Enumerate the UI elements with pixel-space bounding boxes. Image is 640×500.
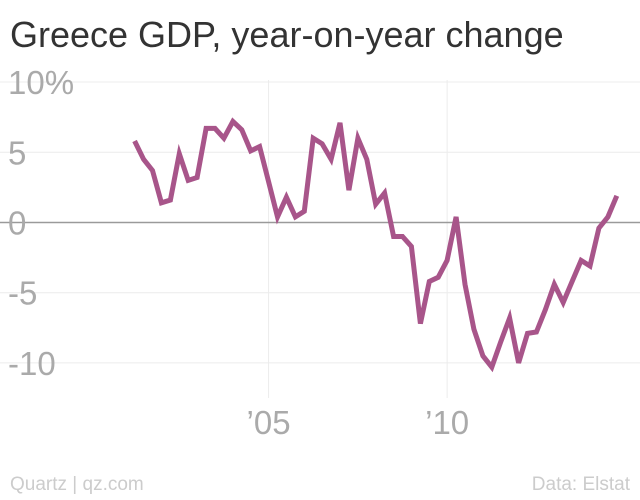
credit-label: Quartz | qz.com	[10, 474, 144, 495]
y-tick-label: -10	[8, 345, 56, 382]
x-tick-label: ’10	[425, 404, 469, 441]
gdp-series-line	[132, 117, 620, 373]
source-label: Data: Elstat	[531, 474, 630, 495]
y-axis-ticks: 10% 5 0 -5 -10	[8, 64, 74, 382]
chart-title: Greece GDP, year-on-year change	[10, 14, 564, 55]
y-tick-label: 5	[8, 134, 26, 171]
x-axis-ticks: ’05 ’10	[247, 404, 470, 441]
y-tick-label: -5	[8, 275, 37, 312]
y-tick-label: 10%	[8, 64, 74, 101]
y-tick-label: 0	[8, 204, 26, 241]
gridlines	[0, 80, 640, 398]
x-tick-label: ’05	[247, 404, 291, 441]
series-group	[132, 117, 620, 373]
line-chart: 10% 5 0 -5 -10 ’05 ’10	[0, 64, 640, 441]
